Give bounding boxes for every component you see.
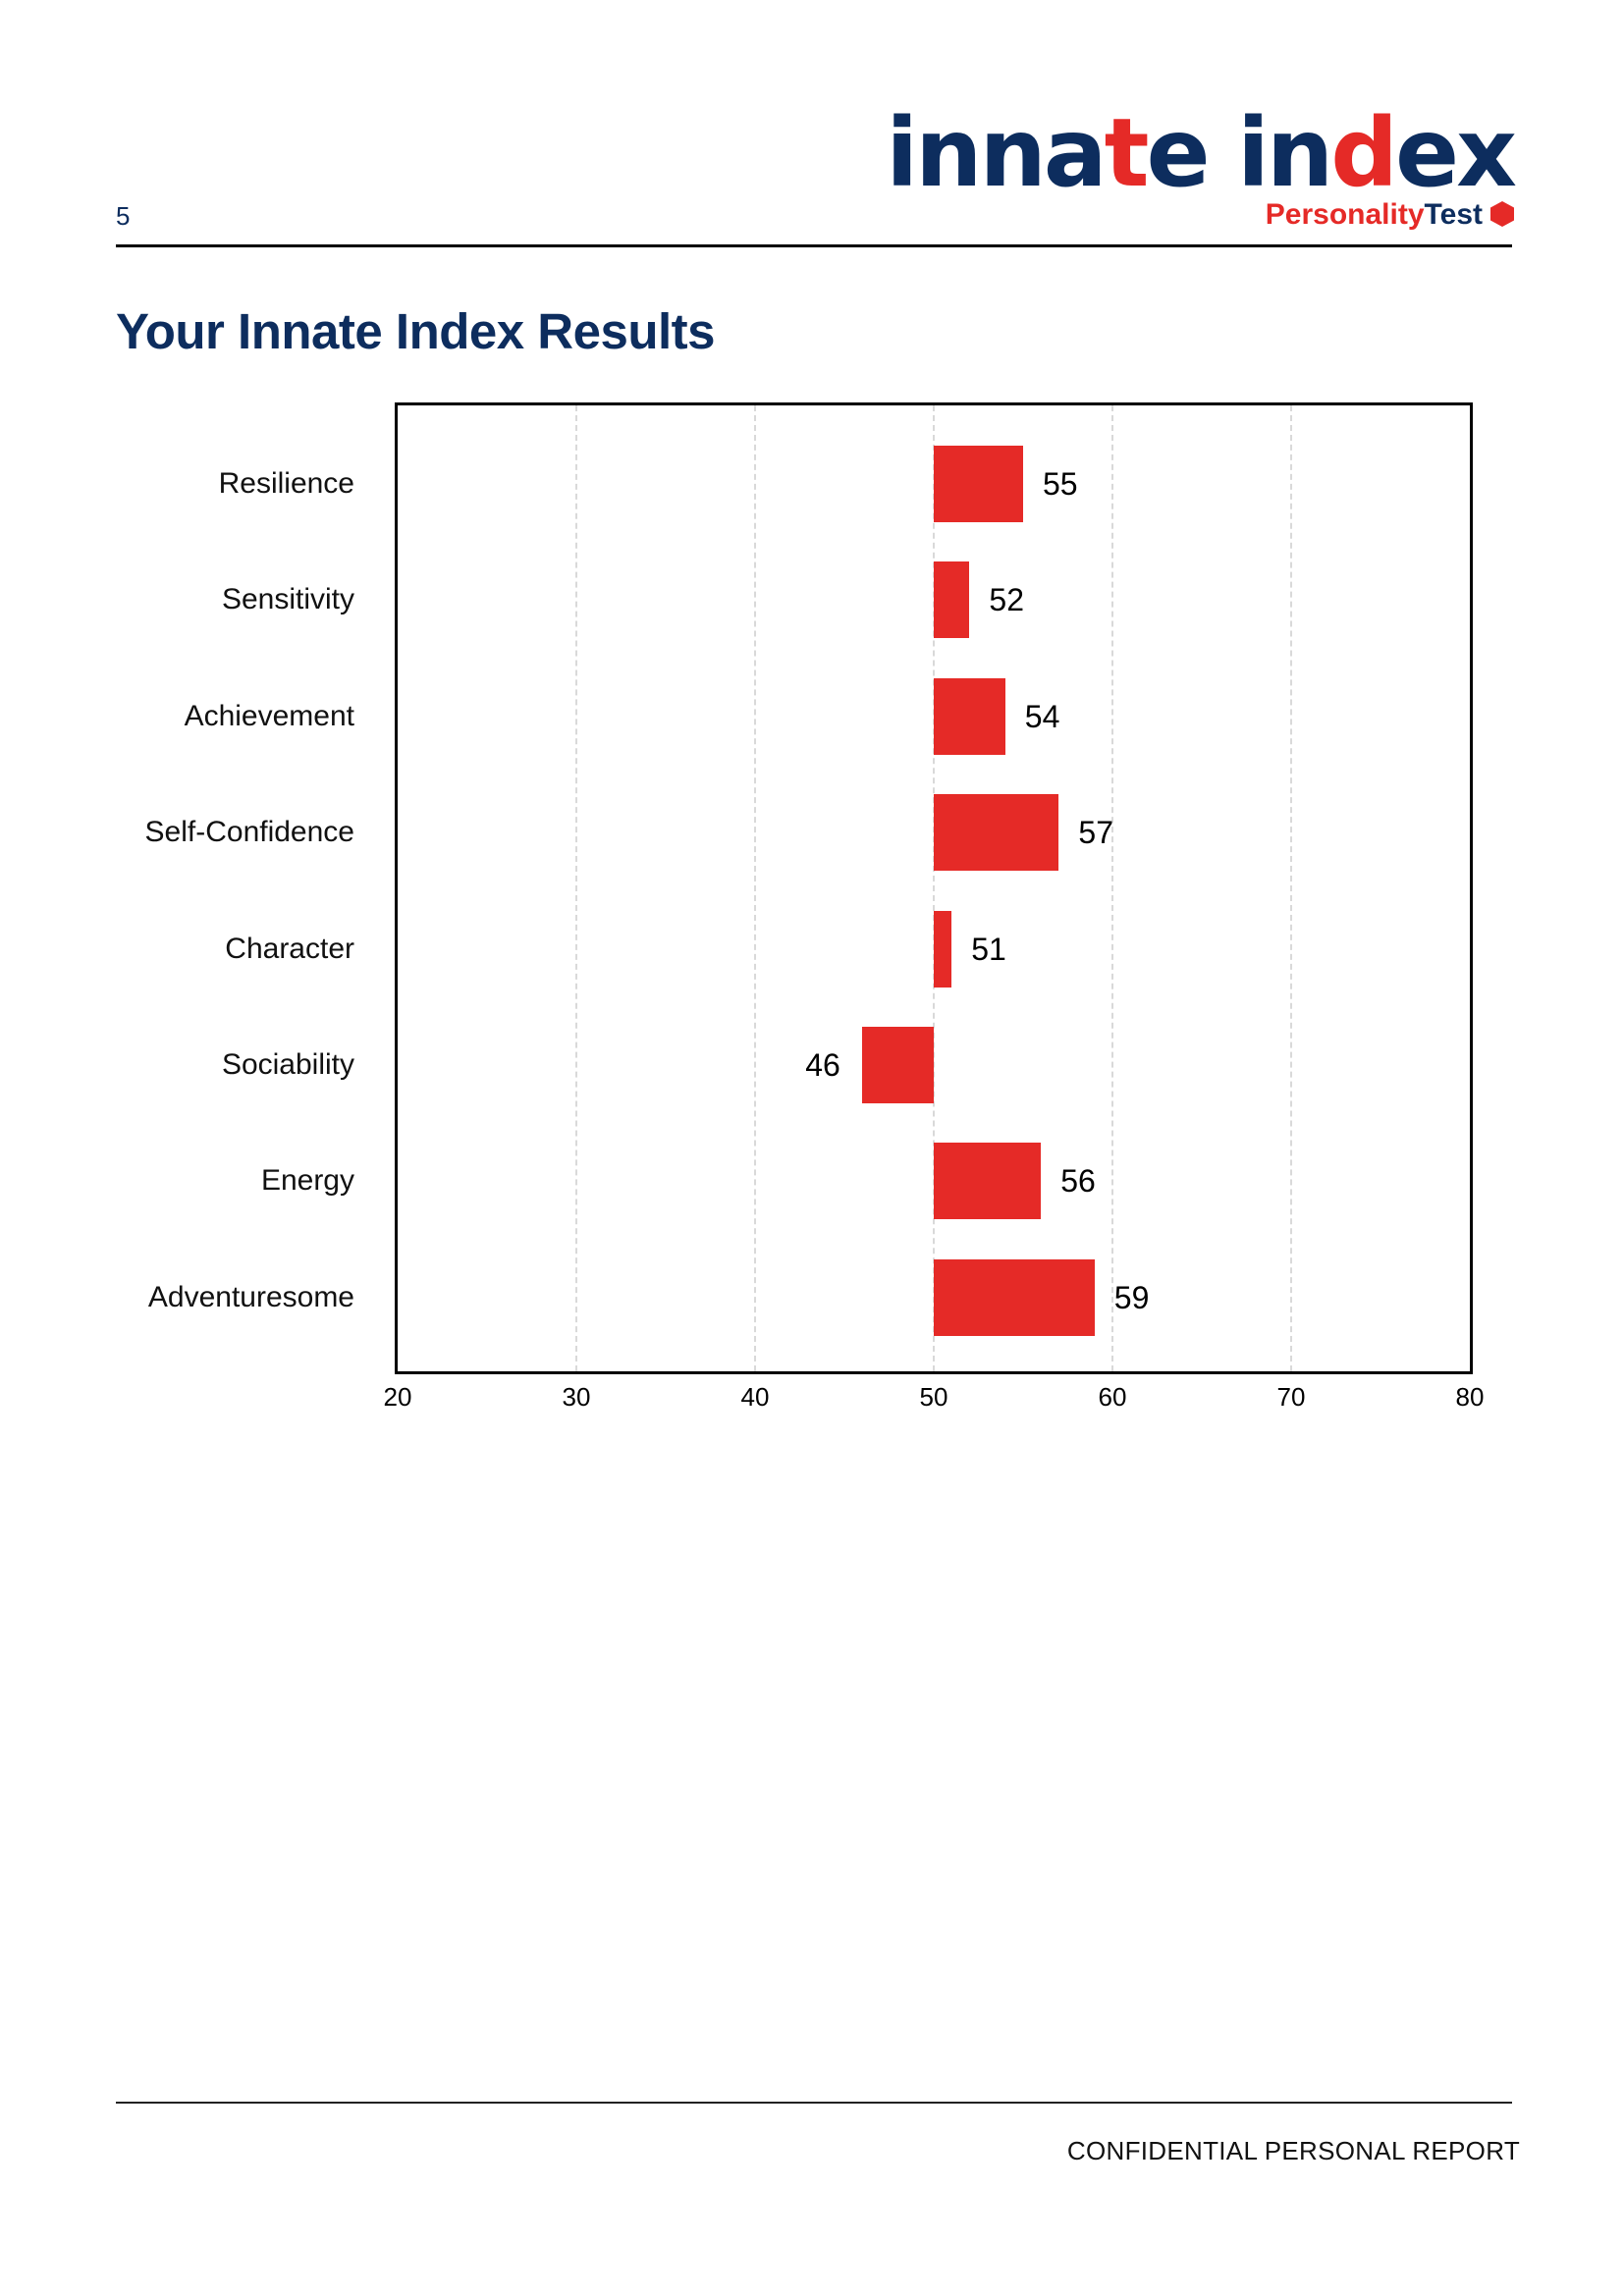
x-tick-label: 30 bbox=[562, 1382, 591, 1412]
bar-energy bbox=[934, 1143, 1042, 1220]
bar-value-label: 51 bbox=[971, 931, 1006, 967]
bar-value-label: 54 bbox=[1024, 698, 1060, 734]
bar-achievement bbox=[934, 677, 1005, 755]
bar-resilience bbox=[934, 446, 1023, 522]
gridline bbox=[1111, 405, 1113, 1371]
bar-value-label: 55 bbox=[1043, 466, 1078, 502]
gridline bbox=[754, 405, 756, 1371]
x-tick-label: 70 bbox=[1276, 1382, 1306, 1412]
page-number: 5 bbox=[116, 201, 131, 231]
innate-index-logo: innate index PersonalityTest bbox=[886, 98, 1517, 232]
bar-value-label: 57 bbox=[1078, 815, 1113, 851]
bar-character bbox=[934, 910, 952, 988]
category-label: Character bbox=[225, 932, 354, 965]
gridline bbox=[575, 405, 577, 1371]
x-tick-label: 20 bbox=[383, 1382, 412, 1412]
bar-self-confidence bbox=[934, 794, 1059, 872]
hexagon-icon bbox=[1490, 201, 1514, 227]
bar-value-label: 46 bbox=[805, 1047, 840, 1083]
bar-sensitivity bbox=[934, 561, 970, 639]
header-divider bbox=[116, 244, 1512, 247]
bar-sociability bbox=[862, 1027, 934, 1103]
category-label: Self-Confidence bbox=[144, 816, 354, 849]
x-tick-label: 40 bbox=[740, 1382, 770, 1412]
category-label: Achievement bbox=[184, 699, 354, 732]
x-tick-label: 60 bbox=[1098, 1382, 1127, 1412]
bar-value-label: 59 bbox=[1113, 1279, 1150, 1315]
logo-wordmark: innate index bbox=[886, 98, 1517, 208]
gridline bbox=[1290, 405, 1292, 1371]
category-label: Energy bbox=[260, 1164, 354, 1198]
logo-subtitle: PersonalityTest bbox=[886, 198, 1514, 232]
bar-value-label: 56 bbox=[1060, 1163, 1096, 1200]
category-label: Adventuresome bbox=[147, 1280, 354, 1313]
results-bar-chart: 55 52 54 57 51 46 56 59 bbox=[395, 402, 1473, 1374]
gridline bbox=[933, 405, 935, 1371]
page-title: Your Innate Index Results bbox=[116, 303, 716, 359]
category-label: Resilience bbox=[218, 467, 354, 500]
x-tick-label: 50 bbox=[919, 1382, 948, 1412]
category-label: Sensitivity bbox=[221, 583, 354, 616]
x-tick-label: 80 bbox=[1455, 1382, 1485, 1412]
bar-value-label: 52 bbox=[989, 582, 1024, 618]
footer-divider bbox=[116, 2102, 1512, 2104]
bar-adventuresome bbox=[934, 1258, 1095, 1336]
footer-label: CONFIDENTIAL PERSONAL REPORT bbox=[1066, 2136, 1520, 2165]
category-label: Sociability bbox=[221, 1048, 354, 1081]
